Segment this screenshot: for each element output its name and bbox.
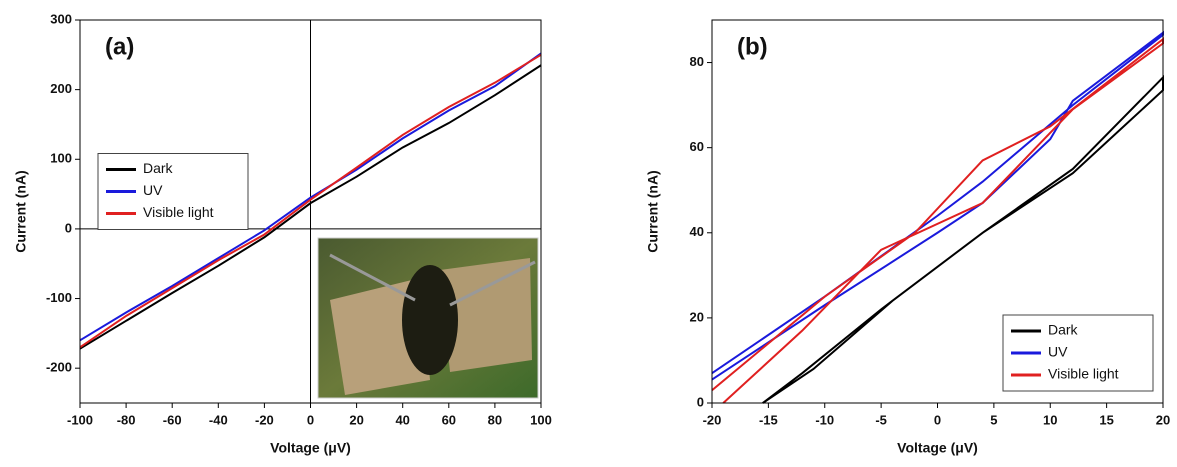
legend-label: UV bbox=[1048, 344, 1068, 360]
y-tick-label: 0 bbox=[697, 394, 704, 409]
x-axis-label: Voltage (μV) bbox=[270, 440, 351, 456]
data-line bbox=[79, 53, 542, 349]
data-line bbox=[79, 52, 542, 342]
legend: Dark UV Visible light bbox=[97, 153, 249, 230]
y-axis-label: Current (nA) bbox=[645, 170, 661, 252]
x-tick-label: -60 bbox=[163, 412, 182, 427]
x-axis-label: Voltage (μV) bbox=[897, 440, 978, 456]
data-line bbox=[79, 64, 542, 350]
legend: Dark UV Visible light bbox=[1002, 314, 1154, 392]
y-tick-label: -200 bbox=[46, 360, 72, 375]
x-tick-label: -20 bbox=[703, 412, 722, 427]
legend-label: Dark bbox=[1048, 322, 1079, 338]
x-tick-label: 40 bbox=[395, 412, 409, 427]
x-tick-label: 5 bbox=[990, 412, 997, 427]
legend-label: Dark bbox=[143, 160, 174, 176]
legend-label: Visible light bbox=[1048, 366, 1119, 382]
y-tick-label: -100 bbox=[46, 290, 72, 305]
inset-photo bbox=[317, 237, 539, 399]
x-tick-label: -100 bbox=[67, 412, 93, 427]
y-tick-label: 80 bbox=[690, 54, 704, 69]
x-tick-label: -5 bbox=[875, 412, 887, 427]
x-tick-label: 20 bbox=[349, 412, 363, 427]
x-tick-label: 20 bbox=[1156, 412, 1170, 427]
x-tick-label: 0 bbox=[307, 412, 314, 427]
x-tick-label: 80 bbox=[488, 412, 502, 427]
y-tick-label: 100 bbox=[50, 151, 72, 166]
legend-label: Visible light bbox=[143, 204, 214, 220]
x-tick-label: 0 bbox=[934, 412, 941, 427]
y-tick-label: 60 bbox=[690, 139, 704, 154]
x-tick-label: -15 bbox=[759, 412, 778, 427]
x-tick-label: -80 bbox=[117, 412, 136, 427]
y-tick-label: 20 bbox=[690, 309, 704, 324]
x-tick-label: 60 bbox=[442, 412, 456, 427]
x-tick-label: 10 bbox=[1043, 412, 1057, 427]
panel-label: (a) bbox=[105, 33, 134, 60]
x-tick-label: 100 bbox=[530, 412, 552, 427]
x-tick-label: 15 bbox=[1099, 412, 1113, 427]
y-tick-label: 200 bbox=[50, 81, 72, 96]
x-tick-label: -10 bbox=[815, 412, 834, 427]
x-tick-label: -40 bbox=[209, 412, 228, 427]
y-axis-label: Current (nA) bbox=[13, 170, 29, 252]
panel-label: (b) bbox=[737, 33, 768, 60]
y-tick-label: 300 bbox=[50, 11, 72, 26]
y-tick-label: 0 bbox=[65, 220, 72, 235]
y-tick-label: 40 bbox=[690, 224, 704, 239]
legend-label: UV bbox=[143, 182, 163, 198]
plot-frame bbox=[79, 19, 542, 404]
x-tick-label: -20 bbox=[255, 412, 274, 427]
plot-frame bbox=[711, 19, 1164, 404]
